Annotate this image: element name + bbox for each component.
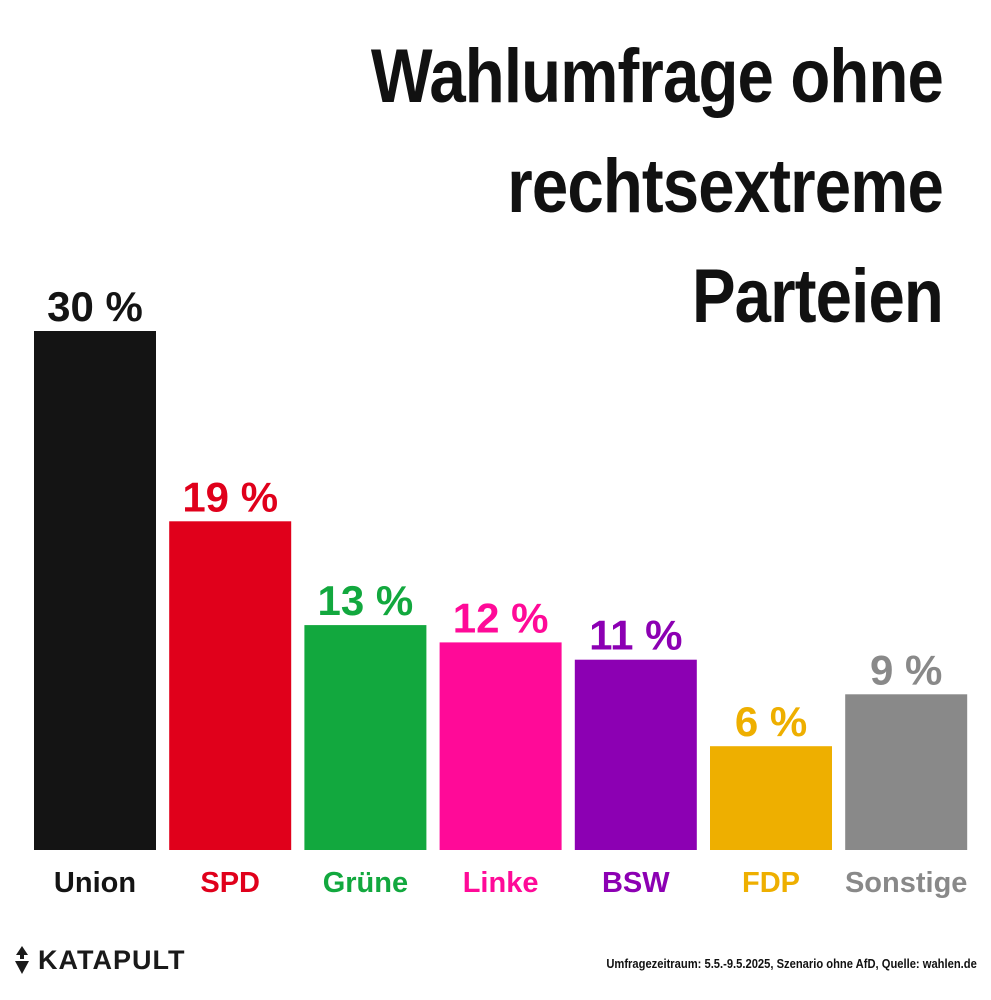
category-labels-group: Union SPD Grüne Linke BSW FDP Sonstige	[54, 867, 968, 899]
value-label-bsw: 11 %	[589, 612, 682, 659]
value-labels-group: 30 % 19 % 13 % 12 % 11 % 6 % 9 %	[47, 283, 942, 745]
value-label-fdp: 6 %	[735, 698, 807, 745]
category-label-gr-ne: Grüne	[323, 867, 408, 899]
category-label-linke: Linke	[463, 867, 539, 899]
category-label-bsw: BSW	[602, 867, 670, 899]
bars-group	[34, 331, 968, 850]
title-line: Wahlumfrage ohne	[370, 34, 944, 119]
bar-fdp	[710, 746, 832, 850]
bar-union	[34, 331, 156, 850]
value-label-sonstige: 9 %	[870, 646, 942, 693]
value-label-gr-ne: 13 %	[318, 577, 414, 624]
category-label-fdp: FDP	[742, 867, 800, 899]
value-label-linke: 12 %	[453, 594, 549, 641]
title-line: Parteien	[691, 254, 944, 339]
chart-title: Wahlumfrage ohne rechtsextreme Parteien	[341, 22, 944, 352]
title-line: rechtsextreme	[507, 144, 944, 229]
katapult-logo: KATAPULT	[12, 942, 185, 978]
logo-text: KATAPULT	[38, 944, 186, 975]
value-label-spd: 19 %	[182, 473, 278, 520]
bar-bsw	[574, 659, 697, 850]
category-label-union: Union	[54, 867, 136, 899]
source-note: Umfragezeitraum: 5.5.-9.5.2025, Szenario…	[606, 956, 977, 971]
bar-gr-ne	[304, 625, 427, 850]
katapult-logo-icon	[15, 946, 29, 974]
value-label-union: 30 %	[47, 283, 143, 330]
bar-sonstige	[845, 694, 968, 850]
bar-spd	[169, 521, 292, 850]
category-label-spd: SPD	[200, 867, 260, 899]
bar-linke	[439, 642, 562, 850]
category-label-sonstige: Sonstige	[845, 867, 967, 899]
